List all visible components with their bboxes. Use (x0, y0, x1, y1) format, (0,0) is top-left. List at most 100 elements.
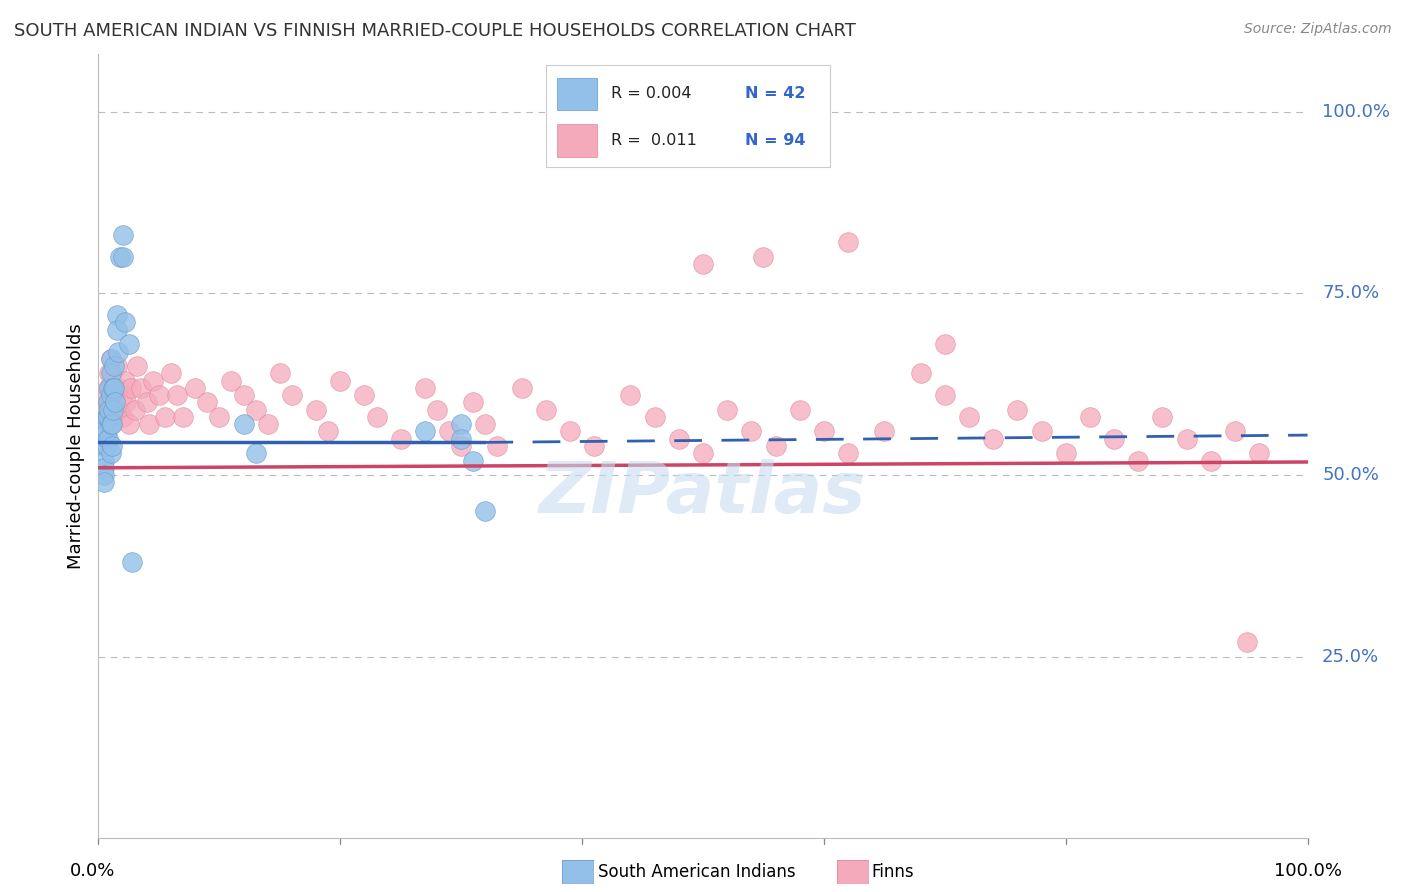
Point (1223, 425, 1246, 439)
Point (127, 359, 149, 373)
Point (474, 504, 496, 518)
Text: Finns: Finns (872, 863, 914, 881)
Point (93, 460, 115, 475)
Text: Source: ZipAtlas.com: Source: ZipAtlas.com (1244, 22, 1392, 37)
Point (111, 388, 134, 402)
Point (91, 417, 114, 432)
Point (450, 439, 472, 453)
Point (245, 446, 267, 460)
Point (120, 381, 142, 395)
Point (96, 425, 118, 439)
Text: 25.0%: 25.0% (1322, 648, 1379, 665)
Point (450, 432, 472, 446)
Point (108, 402, 131, 417)
Point (111, 250, 134, 264)
Point (160, 367, 183, 381)
Point (114, 315, 136, 329)
Point (208, 409, 231, 424)
Point (221, 374, 243, 388)
Point (910, 367, 932, 381)
Point (245, 402, 267, 417)
Point (100, 417, 122, 432)
Point (463, 453, 485, 467)
Point (692, 446, 714, 460)
Point (752, 250, 775, 264)
Point (619, 388, 641, 402)
Point (1199, 453, 1222, 467)
Point (934, 337, 956, 351)
Point (426, 402, 449, 417)
Point (153, 409, 176, 424)
Point (101, 402, 124, 417)
Point (837, 235, 859, 250)
Point (740, 425, 762, 439)
Point (100, 367, 122, 381)
Point (96, 409, 118, 424)
Point (94, 388, 117, 402)
Point (1175, 432, 1198, 446)
Point (96, 432, 118, 446)
Point (96, 439, 118, 453)
Point (129, 381, 152, 395)
Point (103, 381, 125, 395)
Point (100, 381, 122, 395)
Point (96, 409, 118, 424)
Point (413, 425, 436, 439)
Point (692, 257, 714, 271)
Point (510, 381, 533, 395)
Point (138, 417, 160, 432)
Y-axis label: Married-couple Households: Married-couple Households (66, 323, 84, 569)
Point (98, 402, 121, 417)
Point (474, 417, 496, 432)
Point (97, 381, 120, 395)
Point (269, 367, 291, 381)
Point (98, 395, 121, 409)
Point (256, 417, 278, 432)
Point (100, 402, 122, 417)
Text: 0.0%: 0.0% (70, 862, 115, 880)
Point (121, 555, 143, 569)
Point (981, 432, 1004, 446)
Point (232, 388, 254, 402)
Point (873, 425, 896, 439)
Point (100, 417, 122, 432)
Point (93, 453, 115, 467)
Point (135, 395, 157, 409)
Point (100, 351, 122, 366)
Point (93, 425, 115, 439)
Point (93, 475, 115, 490)
Point (463, 395, 485, 409)
Point (934, 388, 956, 402)
Point (789, 402, 811, 417)
Point (232, 417, 254, 432)
Point (1054, 446, 1077, 460)
Point (100, 351, 122, 366)
Point (97, 395, 120, 409)
Point (101, 409, 124, 424)
Point (716, 402, 738, 417)
Point (195, 395, 218, 409)
Point (100, 388, 122, 402)
Point (118, 417, 141, 432)
Text: 75.0%: 75.0% (1322, 285, 1379, 302)
Point (837, 446, 859, 460)
Point (765, 439, 787, 453)
Point (100, 367, 122, 381)
Point (114, 374, 136, 388)
Text: South American Indians: South American Indians (598, 863, 796, 881)
Point (305, 402, 328, 417)
Point (104, 402, 127, 417)
Point (1007, 402, 1029, 417)
Text: SOUTH AMERICAN INDIAN VS FINNISH MARRIED-COUPLE HOUSEHOLDS CORRELATION CHART: SOUTH AMERICAN INDIAN VS FINNISH MARRIED… (14, 22, 856, 40)
Text: 100.0%: 100.0% (1322, 103, 1391, 120)
Point (558, 425, 581, 439)
Point (105, 323, 128, 337)
Point (98, 367, 121, 381)
Point (124, 402, 146, 417)
Point (1128, 453, 1150, 467)
Point (107, 344, 129, 359)
Point (281, 388, 304, 402)
Point (166, 388, 188, 402)
Point (97, 432, 120, 446)
Point (583, 439, 606, 453)
